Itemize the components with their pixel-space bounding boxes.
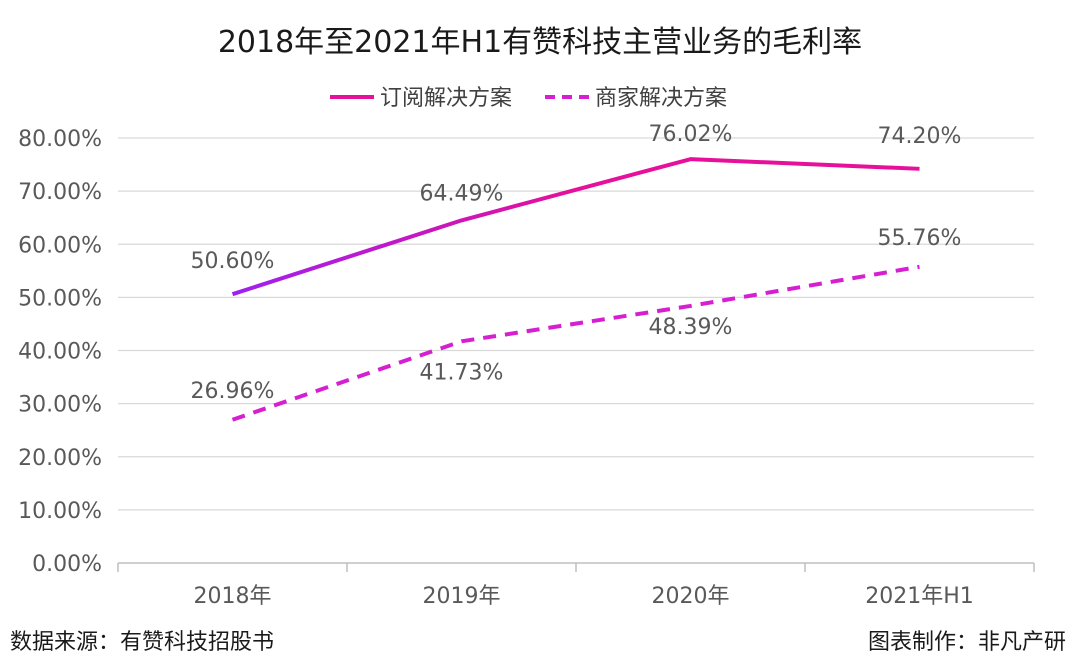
legend: 订阅解决方案 商家解决方案	[330, 86, 727, 111]
data-label: 48.39%	[649, 315, 733, 340]
data-label: 74.20%	[878, 124, 962, 149]
source-note: 数据来源：有赞科技招股书	[10, 630, 275, 655]
y-tick-label: 70.00%	[18, 180, 102, 205]
series-line-merchant	[231, 264, 920, 422]
data-label: 76.02%	[649, 122, 733, 147]
data-label: 55.76%	[878, 226, 962, 251]
y-tick-label: 20.00%	[18, 446, 102, 471]
y-tick-label: 50.00%	[18, 286, 102, 311]
y-tick-label: 30.00%	[18, 393, 102, 418]
x-tick-label: 2018年	[194, 584, 272, 609]
data-labels: 50.60% 64.49% 76.02% 74.20% 26.96% 41.73% 48.3…	[191, 122, 962, 404]
line-chart: 2018年至2021年H1有赞科技主营业务的毛利率 订阅解决方案 商家解决方案 0…	[18, 25, 1035, 609]
y-axis-ticks: 0.00% 10.00% 20.00% 30.00% 40.00% 50.00% 60.00…	[18, 127, 102, 577]
x-tick-label: 2019年	[423, 584, 501, 609]
x-tick-label: 2020年	[652, 584, 730, 609]
data-label: 50.60%	[191, 249, 275, 274]
legend-label: 订阅解决方案	[380, 86, 512, 111]
y-tick-label: 0.00%	[32, 552, 102, 577]
y-tick-label: 60.00%	[18, 233, 102, 258]
x-tick-label: 2021年H1	[865, 584, 974, 609]
data-label: 64.49%	[420, 181, 504, 206]
y-tick-label: 10.00%	[18, 499, 102, 524]
y-tick-label: 80.00%	[18, 127, 102, 152]
series-line-subscription	[231, 157, 920, 297]
data-label: 41.73%	[420, 360, 504, 385]
y-tick-label: 40.00%	[18, 340, 102, 365]
series-lines	[231, 157, 920, 422]
credit-note: 图表制作：非凡产研	[867, 630, 1066, 655]
data-label: 26.96%	[191, 379, 275, 404]
x-axis-ticks: 2018年 2019年 2020年 2021年H1	[117, 562, 1035, 609]
chart-title: 2018年至2021年H1有赞科技主营业务的毛利率	[218, 25, 862, 60]
legend-label: 商家解决方案	[595, 86, 727, 111]
